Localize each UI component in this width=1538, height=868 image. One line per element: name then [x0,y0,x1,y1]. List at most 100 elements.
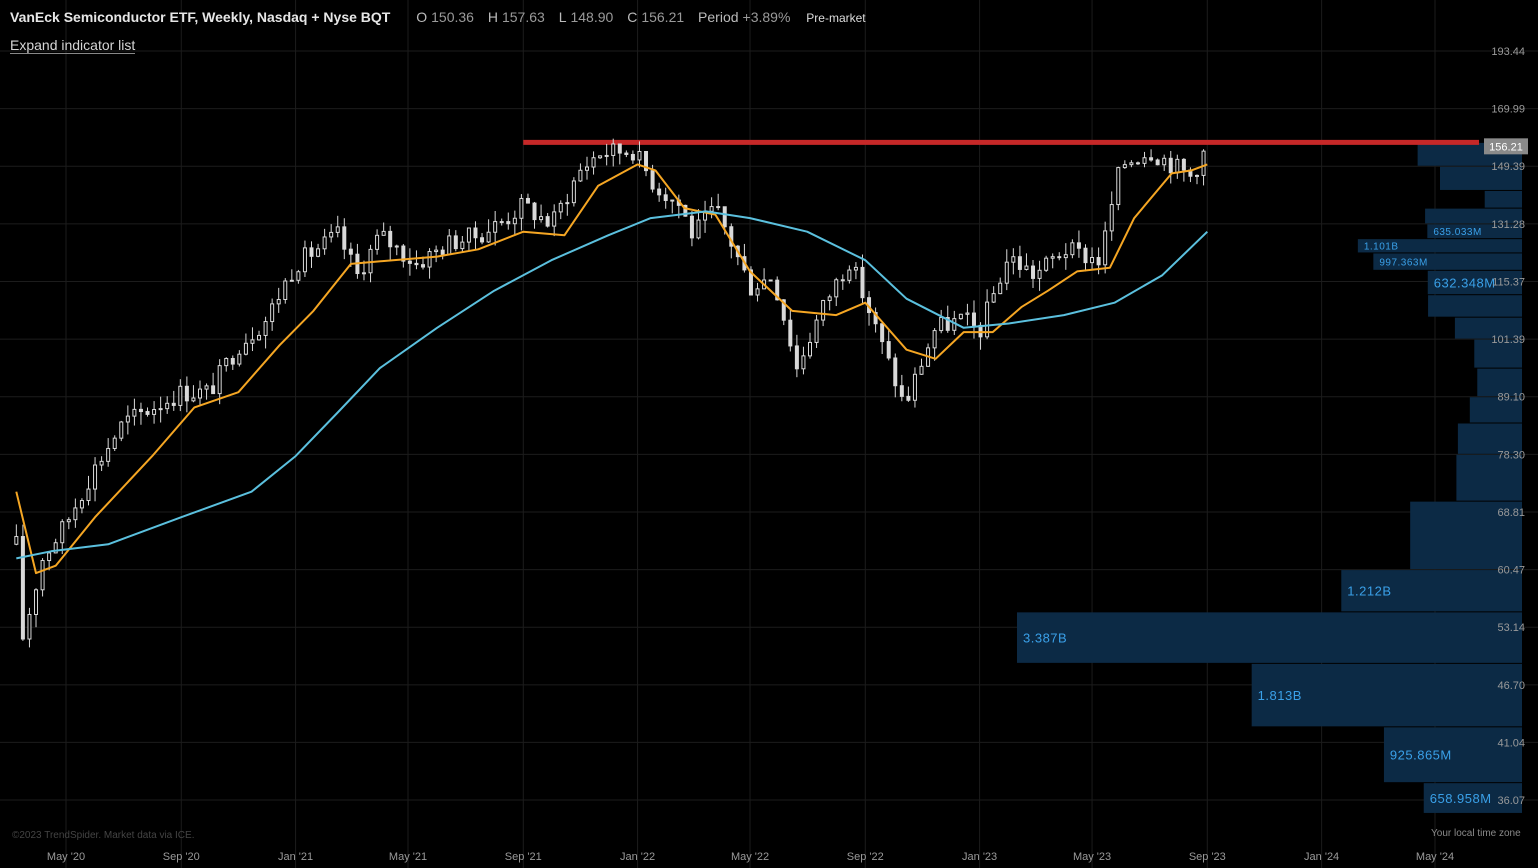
copyright-note: ©2023 TrendSpider. Market data via ICE. [12,830,195,841]
candle-body [912,373,917,401]
candle-body [584,166,589,171]
session-status: Pre-market [806,11,866,25]
x-axis-tick-label: Jan '23 [962,851,997,863]
candle-body [552,211,557,227]
candle-body [506,221,511,225]
candle-body [945,317,950,331]
expand-indicator-list-link[interactable]: Expand indicator list [10,37,136,54]
period-value: +3.89% [742,9,791,25]
candle-body [217,365,222,395]
x-axis-tick-label: Sep '22 [847,851,884,863]
volume-profile-bar [1469,397,1522,423]
candle-body [1037,269,1042,279]
open-label: O [416,9,428,25]
volume-profile-bar [1456,454,1522,501]
candle-body [873,312,878,325]
x-axis-tick-label: May '23 [1073,851,1111,863]
candle-body [434,249,439,253]
candle-body [971,312,976,326]
y-axis-tick-label: 36.07 [1497,795,1525,807]
timezone-label[interactable]: Your local time zone [1431,828,1521,839]
candle-body [1057,256,1062,259]
candle-body [34,589,39,615]
candle-body [93,464,98,490]
candle-body [886,341,891,359]
volume-profile-bar [1425,208,1522,224]
candle-body [630,153,635,161]
candle-body [243,342,248,355]
candle-body [250,339,255,344]
candle-body [1116,167,1121,206]
candle-body [302,247,307,273]
candle-body [932,330,937,349]
volume-profile-bar [1357,239,1522,253]
open-value: 150.36 [431,9,474,25]
candle-body [165,402,170,410]
candle-body [361,272,366,275]
candle-body [283,280,288,300]
candle-body [539,216,544,221]
candle-body [263,321,268,336]
candle-body [224,358,229,367]
candle-body [27,613,32,640]
candle-body [801,355,806,370]
candle-body [991,293,996,303]
candle-body [565,202,570,205]
candle-body [571,180,576,204]
candle-body [578,169,583,182]
candle-body [73,507,78,521]
candle-body [316,248,321,257]
candle-body [453,235,458,250]
candle-body [788,319,793,347]
volume-profile-bar [1484,190,1522,208]
candle-body [880,323,885,343]
candle-body [14,536,19,545]
candle-body [1168,157,1173,174]
volume-profile-label: 997.363M [1379,257,1427,268]
candle-body [257,334,262,341]
volume-profile-bar [1423,783,1522,813]
candle-body [342,226,347,250]
high-value: 157.63 [501,9,545,25]
volume-profile-bar [1454,317,1522,339]
candle-body [499,221,504,224]
y-axis-tick-label: 68.81 [1497,507,1525,519]
low-label: L [558,9,567,25]
candle-body [709,206,714,212]
candle-body [132,408,137,417]
candle-body [998,282,1003,295]
period-label: Period [698,9,739,25]
candle-body [617,143,622,154]
volume-profile-label: 1.101B [1364,242,1399,253]
volume-profile-label: 635.033M [1433,227,1481,238]
candle-body [427,251,432,268]
candle-body [644,150,649,172]
volume-profile-bar [1410,501,1522,570]
candle-body [473,227,478,239]
candle-body [276,298,281,305]
x-axis-tick-label: Sep '20 [163,851,200,863]
candle-body [893,357,898,387]
x-axis-tick-label: Jan '24 [1304,851,1339,863]
candle-body [1129,162,1134,166]
volume-profile-bar [1457,423,1522,454]
candle-body [1201,150,1206,176]
candle-body [545,216,550,227]
candle-body [152,409,157,415]
candle-body [1076,242,1081,249]
y-axis-tick-label: 101.39 [1491,334,1525,346]
candle-body [755,288,760,296]
chart-header: VanEck Semiconductor ETF, Weekly, Nasdaq… [10,9,866,25]
candle-body [853,266,858,271]
volume-profile-bar [1474,339,1522,368]
candle-body [906,395,911,401]
candle-body [407,260,412,264]
candle-body [808,341,813,357]
candle-body [1070,242,1075,256]
last-price-label: 156.21 [1489,141,1523,153]
volume-profile-bar [1427,224,1522,239]
candle-body [834,279,839,298]
candle-body [598,155,603,159]
candle-body [1004,261,1009,284]
